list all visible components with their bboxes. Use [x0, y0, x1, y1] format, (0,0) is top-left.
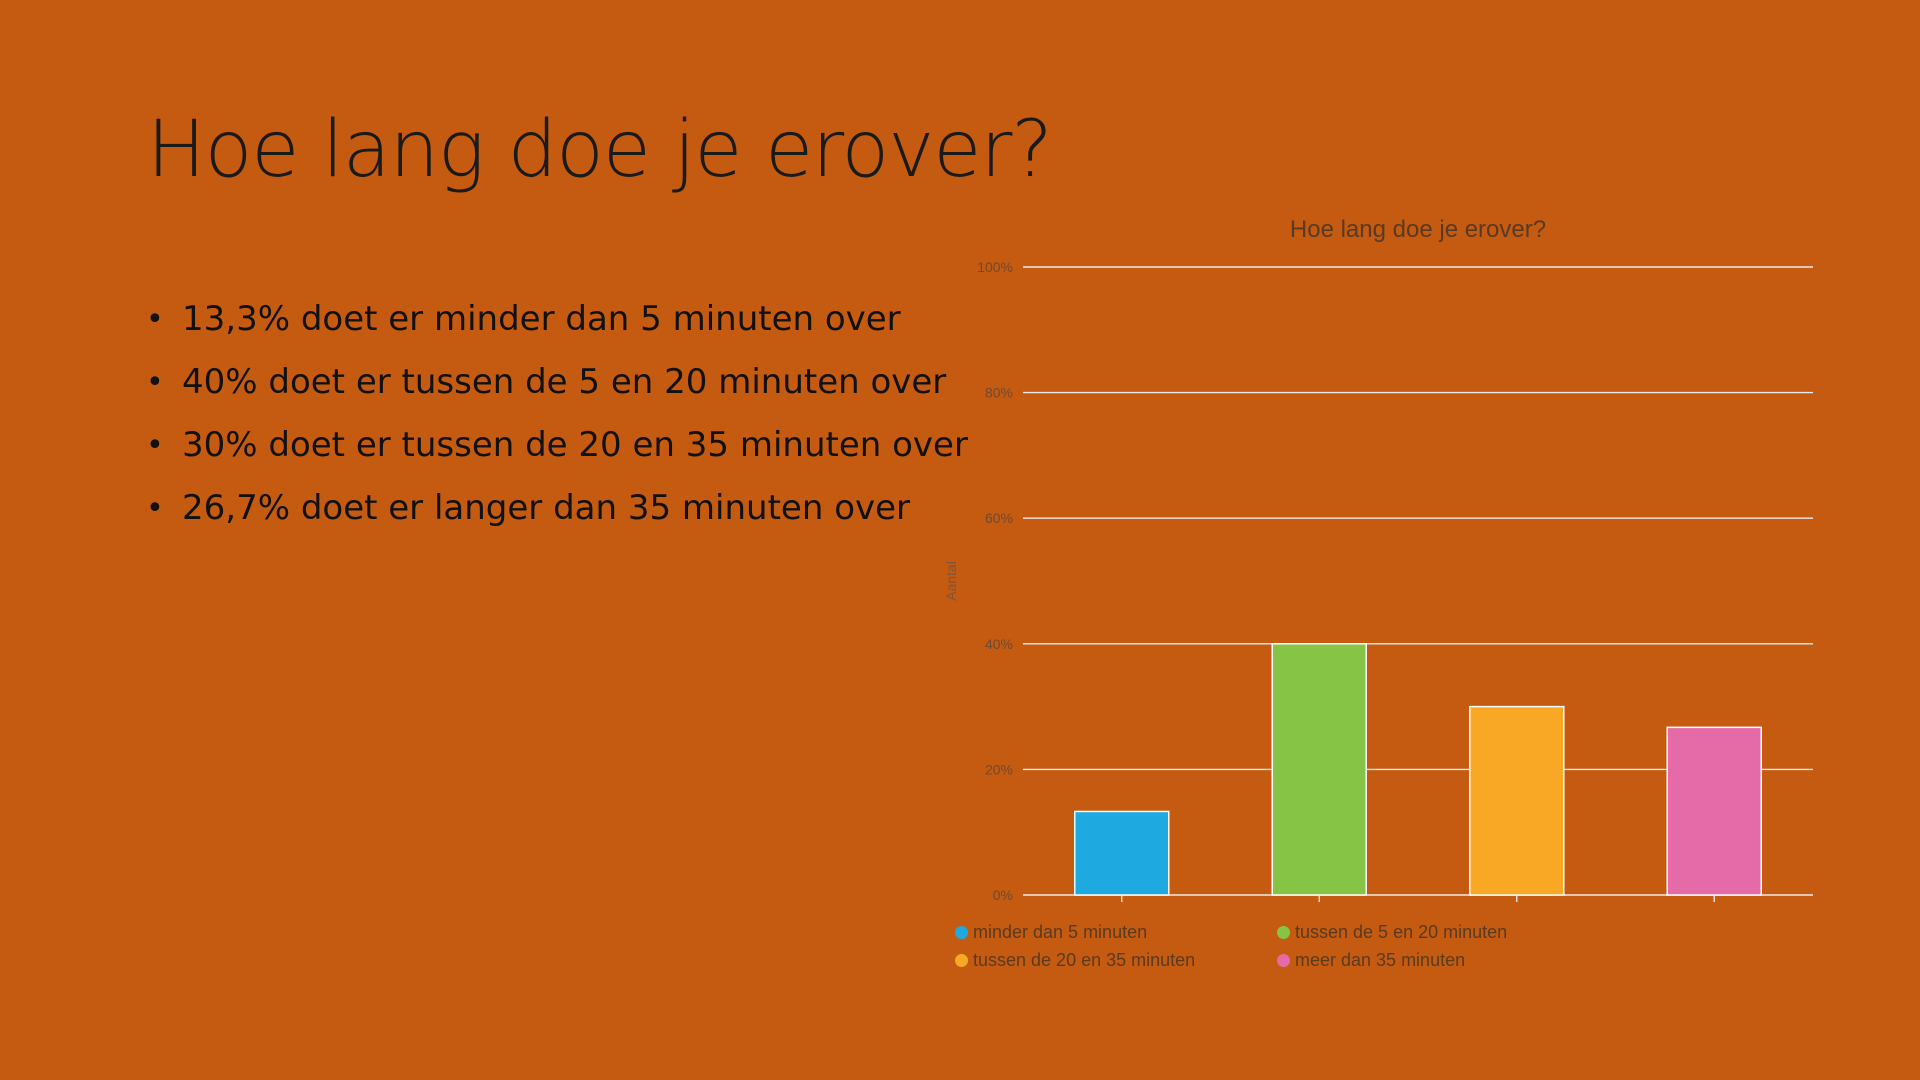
bullet-item: 30% doet er tussen de 20 en 35 minuten o…	[146, 414, 968, 477]
legend-item: minder dan 5 minuten	[955, 922, 1277, 943]
bar	[1271, 643, 1367, 896]
legend-label: tussen de 5 en 20 minuten	[1295, 922, 1508, 942]
legend-label: meer dan 35 minuten	[1295, 950, 1466, 970]
bullet-item: 26,7% doet er langer dan 35 minuten over	[146, 477, 968, 540]
bar	[1469, 705, 1565, 896]
y-tick-label: 0%	[993, 887, 1013, 903]
y-tick-label: 20%	[985, 761, 1013, 777]
legend-swatch	[955, 926, 968, 939]
chart-legend: minder dan 5 minuten tussen de 5 en 20 m…	[955, 922, 1575, 971]
legend-item: tussen de 20 en 35 minuten	[955, 950, 1277, 971]
y-tick-label: 80%	[985, 385, 1013, 401]
legend-swatch	[1277, 954, 1290, 967]
legend-item: meer dan 35 minuten	[1277, 950, 1577, 971]
legend-label: tussen de 20 en 35 minuten	[973, 950, 1196, 970]
legend-swatch	[955, 954, 968, 967]
bar	[1074, 810, 1170, 896]
y-tick-label: 40%	[985, 636, 1013, 652]
bar-chart: Hoe lang doe je erover? Aantal 0% 20% 40% 60%…	[943, 216, 1813, 903]
y-tick-label: 100%	[977, 259, 1013, 275]
slide-title: Hoe lang doe je erover?	[147, 105, 1053, 195]
bullet-item: 13,3% doet er minder dan 5 minuten over	[146, 288, 968, 351]
y-tick-label: 60%	[985, 510, 1013, 526]
legend-swatch	[1277, 926, 1290, 939]
y-axis-label: Aantal	[943, 561, 959, 601]
legend-item: tussen de 5 en 20 minuten	[1277, 922, 1577, 943]
bullet-list: 13,3% doet er minder dan 5 minuten over …	[146, 288, 968, 540]
chart-title: Hoe lang doe je erover?	[1290, 216, 1546, 243]
bullet-item: 40% doet er tussen de 5 en 20 minuten ov…	[146, 351, 968, 414]
bar	[1666, 726, 1762, 896]
legend-label: minder dan 5 minuten	[973, 922, 1148, 942]
